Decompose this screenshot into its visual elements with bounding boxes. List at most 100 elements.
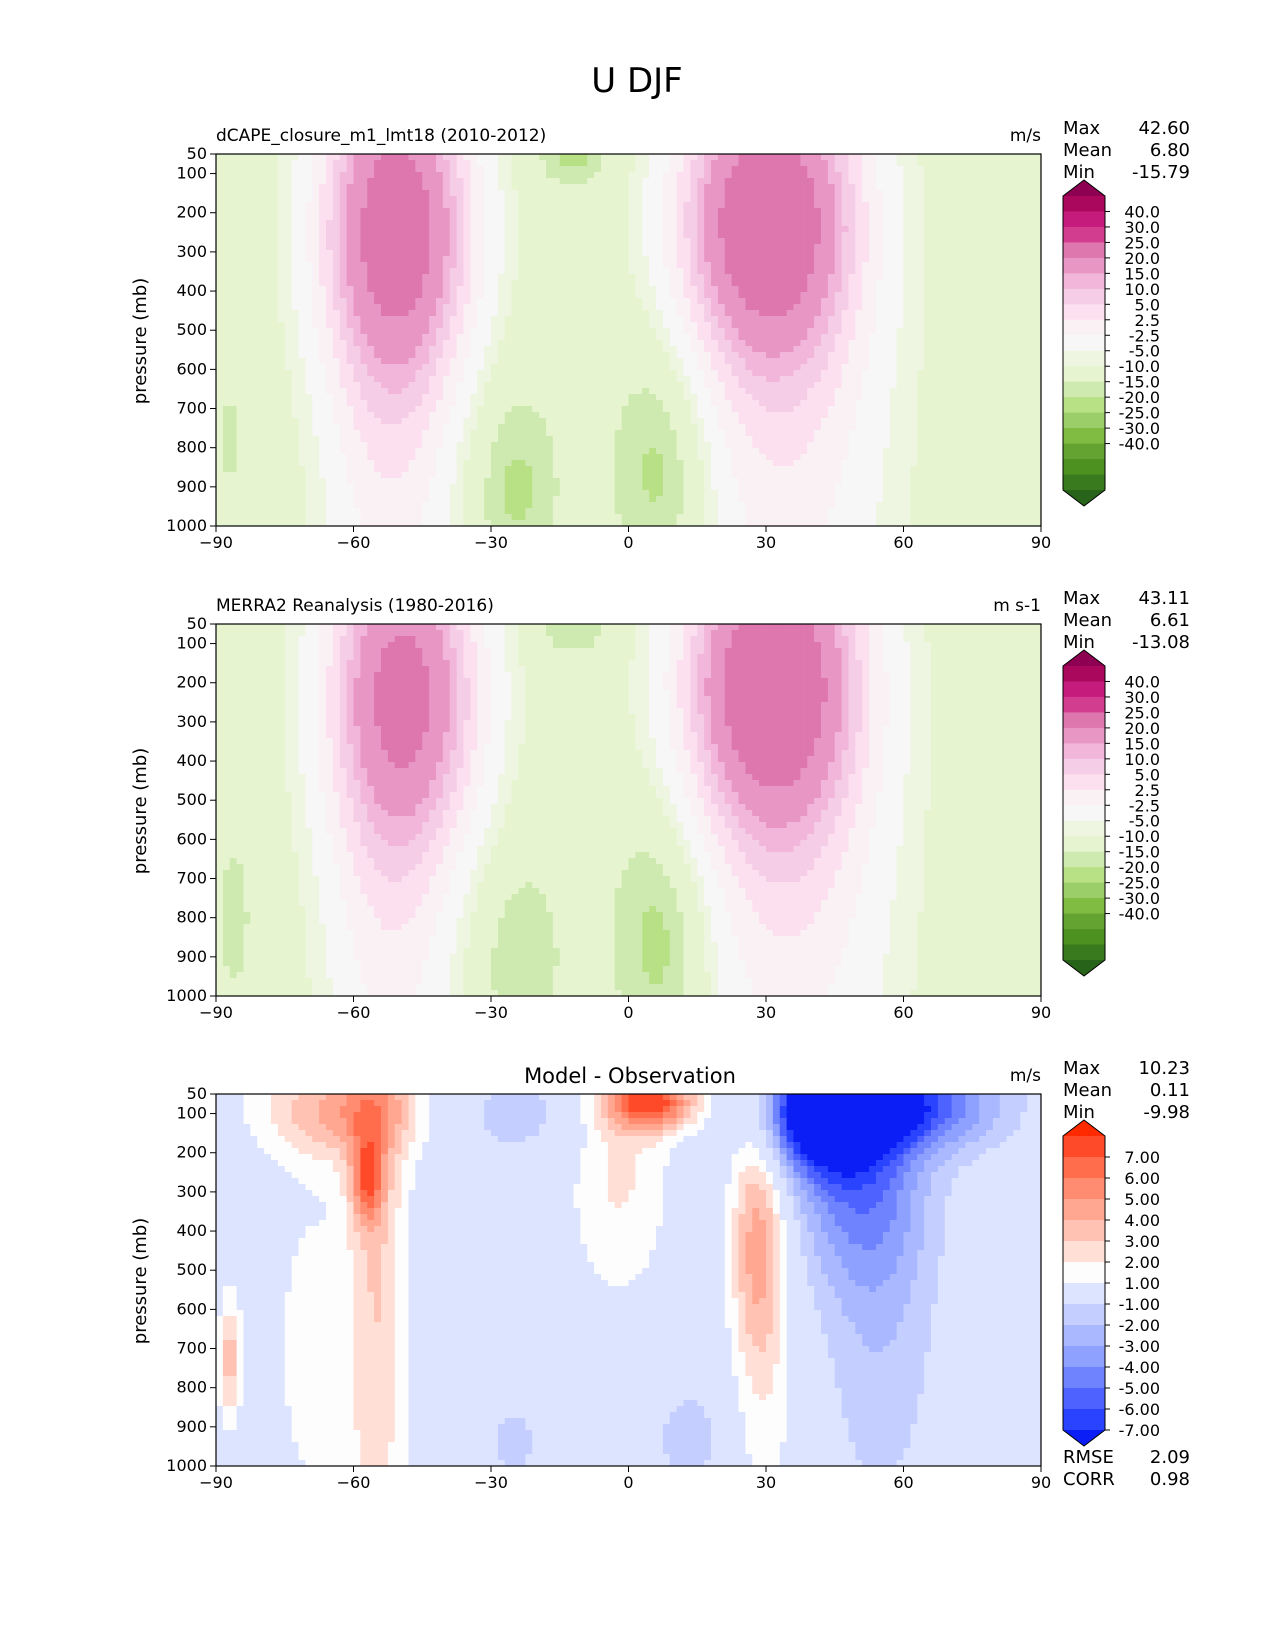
contour-cell [999, 376, 1008, 383]
contour-cell [236, 220, 245, 227]
contour-cell [958, 274, 966, 281]
contour-cell [587, 154, 595, 161]
contour-cell [456, 232, 465, 239]
contour-cell [387, 202, 396, 209]
contour-cell [429, 310, 437, 317]
contour-cell [731, 160, 740, 167]
contour-cell [601, 364, 609, 371]
contour-cell [243, 364, 251, 371]
contour-cell [800, 274, 808, 281]
contour-cell [367, 238, 375, 245]
contour-cell [525, 304, 533, 311]
contour-cell [394, 190, 403, 197]
contour-cell [326, 376, 334, 383]
contour-cell [917, 238, 925, 245]
contour-cell [374, 256, 382, 263]
contour-cell [669, 322, 678, 329]
contour-cell [724, 274, 733, 281]
contour-cell [642, 160, 650, 167]
contour-cell [979, 250, 987, 257]
contour-cell [937, 190, 946, 197]
contour-cell [841, 202, 850, 209]
contour-cell [422, 160, 430, 167]
contour-cell [401, 316, 410, 323]
contour-cell [552, 316, 561, 323]
contour-cell [958, 334, 966, 341]
contour-cell [539, 244, 547, 251]
contour-cell [601, 376, 609, 383]
contour-cell [882, 292, 891, 299]
contour-cell [291, 190, 300, 197]
contour-cell [834, 202, 843, 209]
contour-cell [353, 244, 361, 251]
contour-cell [367, 190, 375, 197]
contour-cell [814, 370, 822, 377]
contour-cell [649, 376, 657, 383]
contour-cell [566, 292, 575, 299]
contour-cell [436, 184, 444, 191]
contour-cell [1034, 196, 1041, 203]
contour-cell [525, 166, 533, 173]
contour-cell [979, 280, 987, 287]
contour-cell [731, 292, 740, 299]
contour-cell [759, 346, 767, 353]
contour-cell [614, 292, 623, 299]
contour-cell [834, 376, 843, 383]
contour-cell [827, 208, 836, 215]
contour-cell [917, 352, 925, 359]
contour-cell [552, 214, 561, 221]
contour-cell [889, 310, 898, 317]
contour-cell [429, 190, 437, 197]
contour-cell [422, 208, 430, 215]
contour-cell [539, 388, 547, 395]
contour-cell [243, 340, 251, 347]
contour-cell [477, 316, 485, 323]
contour-cell [766, 358, 774, 365]
contour-cell [222, 184, 231, 191]
contour-cell [793, 262, 801, 269]
contour-cell [326, 358, 334, 365]
contour-cell [869, 328, 877, 335]
contour-cell [374, 298, 382, 305]
contour-cell [339, 250, 348, 257]
contour-cell [594, 358, 602, 365]
contour-cell [800, 238, 808, 245]
contour-cell [731, 190, 740, 197]
contour-cell [463, 268, 471, 275]
contour-cell [601, 262, 609, 269]
contour-cell [862, 340, 870, 347]
contour-cell [332, 310, 341, 317]
contour-cell [353, 322, 361, 329]
contour-cell [745, 340, 753, 347]
contour-cell [250, 238, 258, 245]
contour-cell [779, 328, 788, 335]
contour-cell [972, 388, 980, 395]
contour-cell [477, 232, 485, 239]
contour-cell [326, 304, 334, 311]
contour-cell [731, 352, 740, 359]
contour-cell [415, 226, 423, 233]
contour-cell [1006, 292, 1015, 299]
contour-cell [965, 202, 973, 209]
contour-cell [326, 352, 334, 359]
contour-cell [277, 220, 286, 227]
contour-cell [642, 196, 650, 203]
contour-cell [277, 394, 286, 401]
contour-cell [422, 190, 430, 197]
contour-cell [628, 316, 636, 323]
contour-cell [264, 172, 272, 179]
contour-cell [216, 286, 224, 293]
contour-cell [277, 250, 286, 257]
contour-cell [312, 184, 320, 191]
contour-cell [552, 388, 561, 395]
contour-cell [924, 250, 932, 257]
contour-cell [566, 256, 575, 263]
contour-cell [387, 334, 396, 341]
contour-cell [738, 316, 746, 323]
contour-cell [312, 202, 320, 209]
contour-cell [772, 388, 781, 395]
contour-cell [559, 388, 568, 395]
contour-cell [759, 166, 767, 173]
contour-cell [690, 280, 698, 287]
contour-cell [573, 286, 581, 293]
